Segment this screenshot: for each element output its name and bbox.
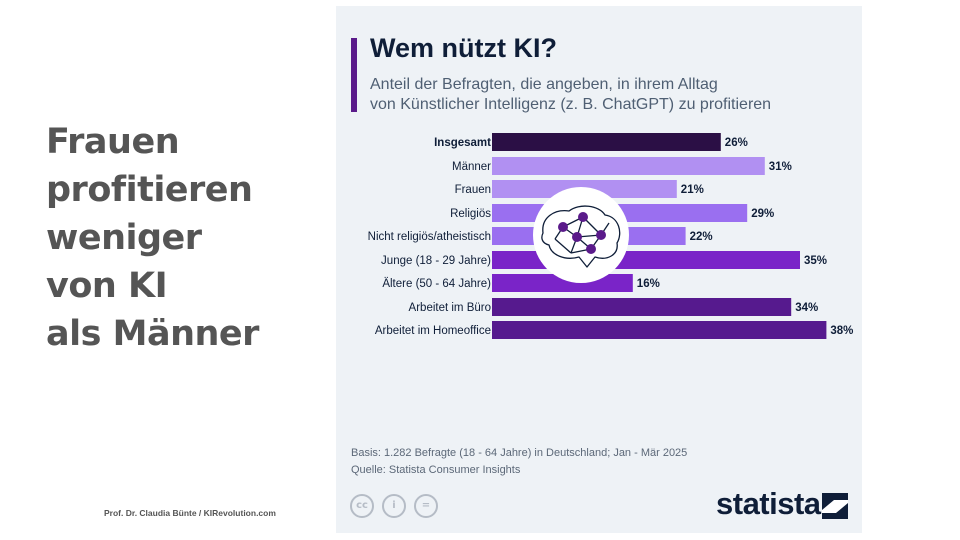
brain-link [554,238,572,254]
statista-mark-icon [822,493,848,519]
headline-line: profitieren [46,170,253,210]
brand-name: statista [716,486,821,521]
bar-label: Arbeitet im Büro [409,302,491,314]
value-label: 22% [690,231,713,243]
value-label: 35% [804,255,827,267]
bar-label: Religiös [450,208,491,220]
bar-label: Nicht religiös/atheistisch [368,231,491,243]
source-note: Quelle: Statista Consumer Insights [351,464,521,476]
bar-label: Männer [452,161,491,173]
author-credit: Prof. Dr. Claudia Bünte / KIRevolution.c… [104,508,276,518]
chart-subtitle: Anteil der Befragten, die angeben, in ih… [370,75,850,115]
nd-icon[interactable]: = [414,494,438,518]
brain-node [586,244,596,254]
bar-label: Junge (18 - 29 Jahre) [381,255,491,267]
slide-headline: Frauen profitieren weniger von KI als Mä… [46,118,326,358]
cc-icon[interactable]: cc [350,494,374,518]
value-label: 31% [769,161,792,173]
bar [492,298,792,316]
chart-title: Wem nützt KI? [370,33,557,63]
brain-node [596,230,606,240]
bar-label: Arbeitet im Homeoffice [375,325,491,337]
by-icon[interactable]: i [382,494,406,518]
subtitle-line: von Künstlicher Intelligenz (z. B. ChatG… [370,96,772,113]
headline-line: als Männer [46,314,259,354]
subtitle-line: Anteil der Befragten, die angeben, in ih… [370,76,718,93]
brain-node [572,232,582,242]
bar-chart: Insgesamt 26% Männer 31% Frauen 21% Religiös 29… [368,133,853,339]
brain-node [578,212,588,222]
value-label: 26% [725,137,748,149]
title-accent-bar [351,38,357,112]
bar [492,133,721,151]
bar-label: Frauen [455,184,491,196]
bar-label: Ältere (50 - 64 Jahre) [382,278,491,290]
brain-node [558,222,568,232]
bar [492,157,765,175]
bar-label: Insgesamt [434,137,491,149]
value-label: 29% [751,208,774,220]
brain-outline [541,205,621,268]
value-label: 16% [637,278,660,290]
headline-line: weniger [46,218,202,258]
value-label: 21% [681,184,704,196]
bar [492,321,827,339]
value-label: 38% [830,325,853,337]
headline-line: Frauen [46,122,180,162]
basis-note: Basis: 1.282 Befragte (18 - 64 Jahre) in… [351,447,688,459]
value-label: 34% [795,302,818,314]
headline-line: von KI [46,266,168,306]
